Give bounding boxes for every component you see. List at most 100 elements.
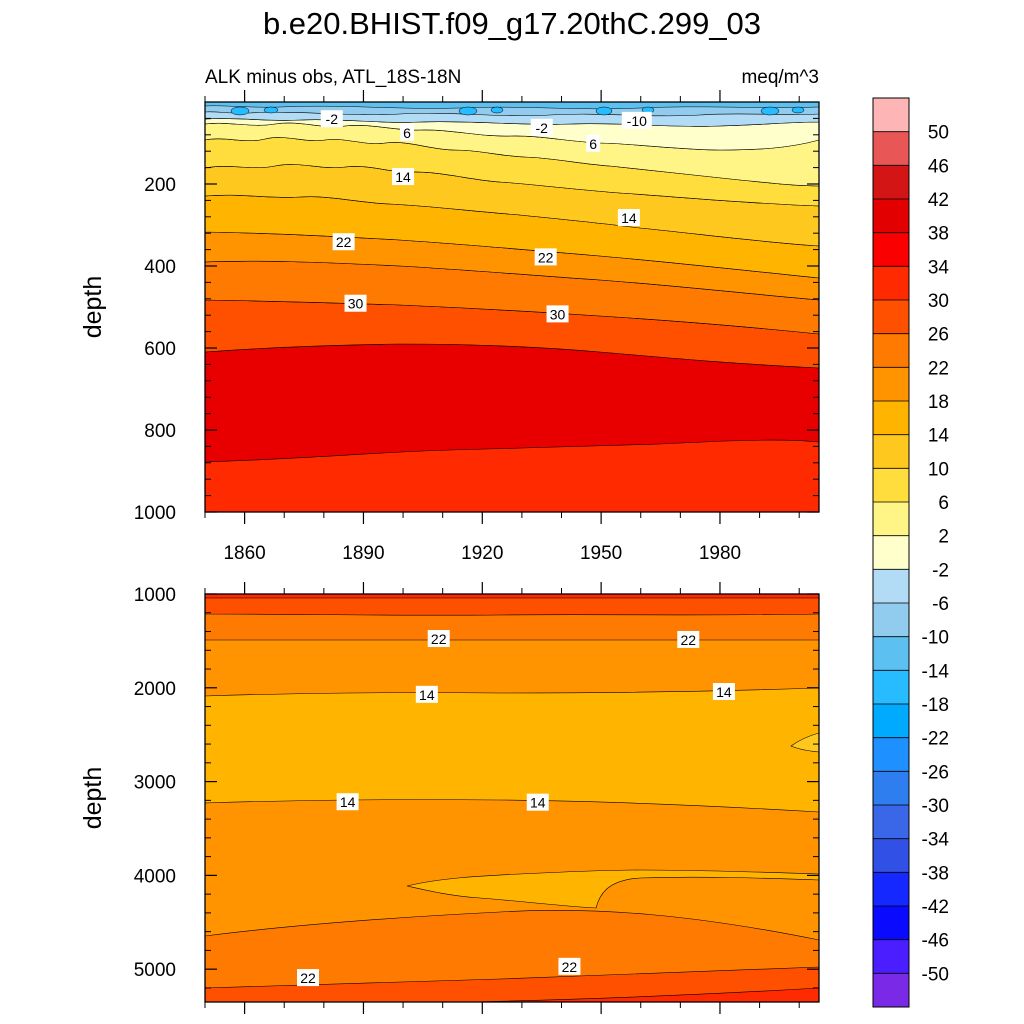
lower-y-axis-label: depth: [79, 767, 107, 830]
contour-label: 6: [400, 123, 415, 141]
contour-label: 6: [586, 134, 601, 152]
colorbar-label: -6: [932, 594, 949, 615]
upper-y-axis-label: depth: [79, 276, 107, 339]
colorbar-swatch: [873, 771, 909, 806]
fill-band: [205, 594, 819, 616]
y-tick-label: 4000: [134, 866, 176, 887]
colorbar-swatch: [873, 636, 909, 671]
contour-label-box: [546, 305, 569, 323]
contour-label-box: [530, 118, 553, 136]
colorbar-swatch: [873, 704, 909, 738]
chart-title: b.e20.BHIST.f09_g17.20thC.299_03: [263, 6, 761, 41]
units-subtitle: meq/m^3: [741, 67, 819, 88]
colorbar-swatch: [873, 670, 909, 705]
colorbar-label: -22: [922, 729, 949, 750]
contour-label-box: [415, 685, 438, 703]
colorbar-label: 42: [928, 190, 949, 211]
upper-contour-fills: [205, 102, 819, 512]
eddy-blob: [490, 106, 504, 114]
contour-label-text: -2: [326, 111, 339, 127]
y-tick-label: 400: [144, 257, 176, 278]
colorbar-label: 38: [928, 224, 949, 245]
fill-band: [790, 732, 819, 753]
colorbar-label: -10: [922, 628, 949, 649]
contour-label: 14: [712, 683, 735, 701]
colorbar-swatch: [873, 569, 909, 604]
eddy-blob: [791, 106, 805, 114]
colorbar-label: -18: [922, 695, 949, 716]
contour-label-text: 6: [589, 136, 597, 152]
contour-label-box: [586, 134, 601, 152]
colorbar-label: 46: [928, 156, 949, 177]
contour-label-box: [320, 110, 343, 128]
upper-y-ticks: 200 400 600 800 1000: [134, 101, 819, 524]
colorbar-swatch: [873, 401, 909, 435]
contour-label-text: -10: [627, 113, 647, 129]
x-tick-label: 1860: [223, 543, 265, 564]
colorbar-swatch: [873, 266, 909, 301]
contour-label: -2: [320, 110, 343, 128]
contour-label-box: [392, 168, 415, 186]
colorbar-swatch: [873, 367, 909, 402]
contour-label-text: 22: [562, 959, 578, 975]
contour-label: -2: [530, 118, 553, 136]
contour-label: 22: [534, 248, 557, 266]
contour-label-text: 22: [538, 249, 554, 265]
contour-label: 14: [392, 168, 415, 186]
contour-label-text: 14: [395, 169, 411, 185]
colorbar: 50 46 42 38 34 30 26 22 18 14 10 6 2 -2 -6 -10 -14 -18 -22…: [872, 97, 950, 1008]
y-tick-label: 3000: [134, 773, 176, 794]
left-subtitle: ALK minus obs, ATL_18S-18N: [205, 67, 461, 88]
contour-label: 22: [296, 969, 319, 987]
fill-band: [205, 594, 819, 599]
upper-panel: 200 400 600 800 1000 1860 1890 1920 1950 1980 -2…: [79, 90, 820, 564]
colorbar-label: -14: [922, 661, 950, 682]
colorbar-swatch: [873, 165, 909, 200]
contour-label-text: 22: [300, 970, 316, 986]
contour-label: 14: [617, 209, 640, 227]
contour-label-box: [400, 123, 415, 141]
upper-contour-labels: -2 6 -2 -10 6 14 14 22 22 30 30: [320, 110, 652, 323]
colorbar-label: 10: [928, 459, 949, 480]
colorbar-swatch: [873, 838, 909, 873]
eddy-blob: [230, 106, 250, 116]
colorbar-frame: [872, 97, 910, 1008]
contour-label-box: [344, 294, 367, 312]
contour-label: 22: [332, 233, 355, 251]
upper-plot-frame: [204, 101, 820, 513]
fill-band: [205, 687, 819, 813]
colorbar-label: 22: [928, 358, 949, 379]
surface-eddies: [230, 106, 805, 116]
colorbar-label: -46: [922, 931, 949, 952]
colorbar-label: 2: [938, 527, 949, 548]
contour-label: 30: [344, 294, 367, 312]
contour-label: 22: [558, 957, 581, 975]
colorbar-swatch: [873, 805, 909, 839]
contour-label-box: [526, 793, 549, 811]
contour-label: 14: [336, 793, 359, 811]
lower-contour-fills: [205, 594, 819, 1002]
fill-band: [406, 869, 819, 909]
y-tick-label: 1000: [134, 503, 176, 524]
colorbar-label: 18: [928, 392, 949, 413]
fill-band: [469, 987, 819, 1002]
eddy-blob: [458, 106, 478, 116]
lower-panel: 1000 2000 3000 4000 5000 22 22 14 14 14 14 22 22 de…: [79, 582, 820, 1014]
colorbar-swatch: [873, 300, 909, 334]
colorbar-label: 34: [928, 257, 950, 278]
contour-label-box: [617, 209, 640, 227]
contour-label-box: [621, 111, 652, 129]
contour-label-text: 22: [431, 631, 447, 647]
y-tick-label: 200: [144, 175, 176, 196]
contour-label-text: 6: [403, 125, 411, 141]
x-tick-label: 1980: [699, 543, 741, 564]
contour-label-text: 22: [680, 632, 696, 648]
contour-label: 14: [526, 793, 549, 811]
contour-label-text: 22: [336, 234, 352, 250]
x-tick-label: 1920: [461, 543, 503, 564]
colorbar-swatch: [873, 535, 909, 570]
y-tick-label: 800: [144, 421, 176, 442]
contour-label-text: 14: [621, 210, 637, 226]
y-tick-label: 2000: [134, 679, 176, 700]
colorbar-swatch: [873, 98, 909, 132]
